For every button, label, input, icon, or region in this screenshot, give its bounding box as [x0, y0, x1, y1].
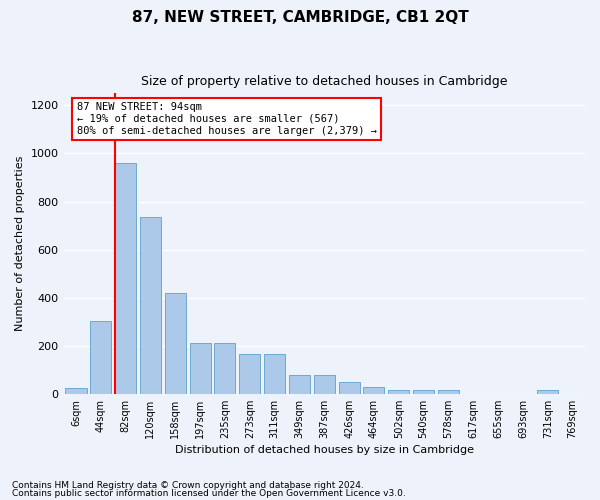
Bar	[388, 390, 409, 394]
Bar	[289, 374, 310, 394]
Bar	[264, 354, 285, 394]
Y-axis label: Number of detached properties: Number of detached properties	[15, 156, 25, 332]
Bar	[165, 293, 186, 394]
Bar	[140, 217, 161, 394]
Title: Size of property relative to detached houses in Cambridge: Size of property relative to detached ho…	[141, 75, 508, 88]
Bar	[537, 390, 559, 394]
Bar	[413, 390, 434, 394]
Text: 87, NEW STREET, CAMBRIDGE, CB1 2QT: 87, NEW STREET, CAMBRIDGE, CB1 2QT	[131, 10, 469, 25]
Bar	[115, 163, 136, 394]
Bar	[314, 374, 335, 394]
Bar	[239, 354, 260, 394]
Bar	[438, 390, 459, 394]
Bar	[90, 320, 112, 394]
Text: 87 NEW STREET: 94sqm
← 19% of detached houses are smaller (567)
80% of semi-deta: 87 NEW STREET: 94sqm ← 19% of detached h…	[77, 102, 377, 136]
Bar	[65, 388, 86, 394]
Bar	[338, 382, 359, 394]
Bar	[214, 344, 235, 394]
Bar	[364, 386, 385, 394]
X-axis label: Distribution of detached houses by size in Cambridge: Distribution of detached houses by size …	[175, 445, 474, 455]
Text: Contains public sector information licensed under the Open Government Licence v3: Contains public sector information licen…	[12, 488, 406, 498]
Bar	[190, 344, 211, 394]
Text: Contains HM Land Registry data © Crown copyright and database right 2024.: Contains HM Land Registry data © Crown c…	[12, 481, 364, 490]
